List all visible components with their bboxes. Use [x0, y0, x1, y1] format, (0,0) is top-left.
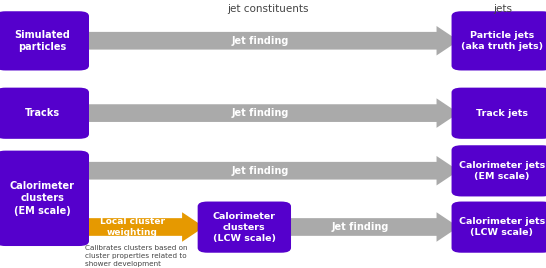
FancyBboxPatch shape [0, 11, 89, 70]
Text: Calibrates clusters based on
cluster properties related to
shower development: Calibrates clusters based on cluster pro… [85, 245, 187, 267]
Text: Jet finding: Jet finding [231, 166, 288, 176]
Text: jet constituents: jet constituents [227, 4, 308, 14]
Text: Calorimeter
clusters
(LCW scale): Calorimeter clusters (LCW scale) [213, 211, 276, 243]
Text: Calorimeter
clusters
(EM scale): Calorimeter clusters (EM scale) [10, 181, 75, 216]
FancyArrow shape [83, 156, 459, 185]
FancyArrow shape [83, 26, 459, 55]
Text: Calorimeter jets
(LCW scale): Calorimeter jets (LCW scale) [459, 217, 545, 237]
FancyArrow shape [284, 212, 459, 242]
Text: Jet finding: Jet finding [231, 108, 288, 118]
Text: Tracks: Tracks [25, 108, 60, 118]
Text: Simulated
particles: Simulated particles [14, 30, 70, 52]
Text: Track jets: Track jets [476, 109, 528, 118]
Text: Jet finding: Jet finding [231, 36, 288, 46]
Text: Particle jets
(aka truth jets): Particle jets (aka truth jets) [461, 31, 543, 51]
FancyBboxPatch shape [452, 11, 546, 70]
Text: Jet finding: Jet finding [332, 222, 389, 232]
Text: Local cluster
weighting: Local cluster weighting [100, 217, 165, 237]
FancyBboxPatch shape [198, 202, 291, 253]
FancyBboxPatch shape [452, 145, 546, 196]
FancyArrow shape [83, 212, 204, 242]
FancyArrow shape [83, 98, 459, 128]
FancyBboxPatch shape [0, 88, 89, 139]
Text: Calorimeter jets
(EM scale): Calorimeter jets (EM scale) [459, 161, 545, 181]
FancyBboxPatch shape [452, 202, 546, 253]
FancyBboxPatch shape [452, 88, 546, 139]
Text: jets: jets [493, 4, 512, 14]
FancyBboxPatch shape [0, 151, 89, 246]
